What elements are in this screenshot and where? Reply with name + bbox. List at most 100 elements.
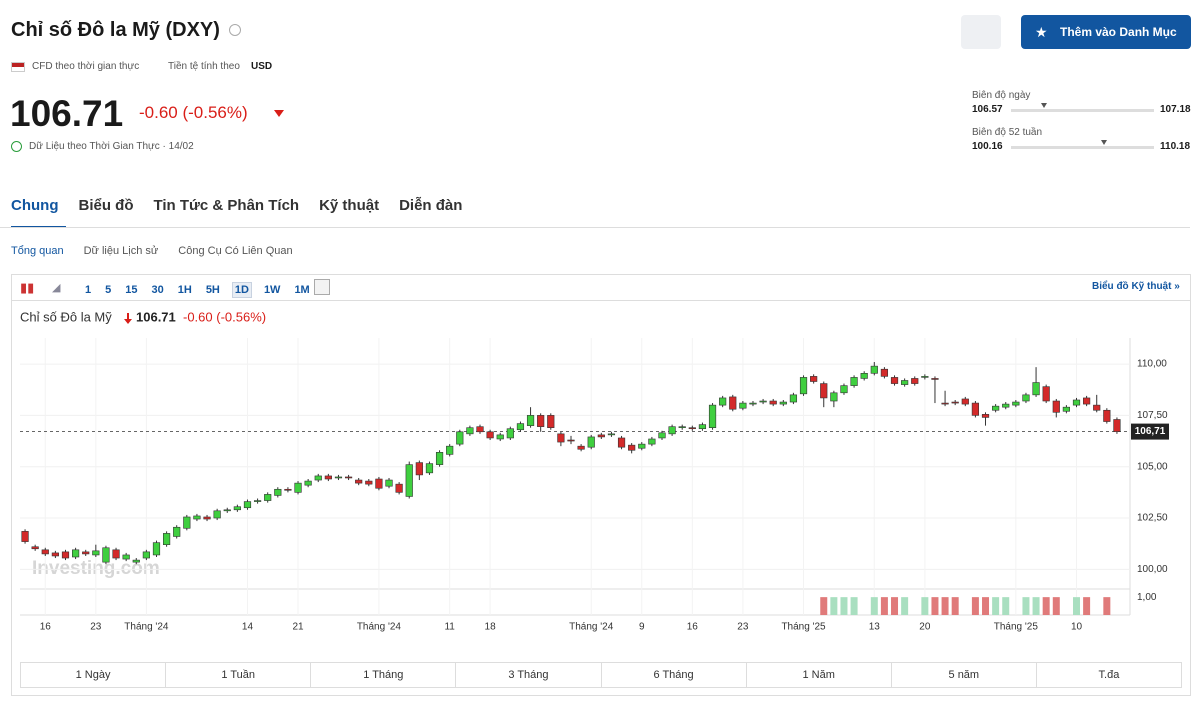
- volume-bar: [870, 597, 878, 615]
- tab[interactable]: Kỹ thuật: [319, 197, 380, 214]
- x-tick-label: 9: [639, 622, 645, 633]
- tab[interactable]: Biểu đồ: [78, 197, 134, 214]
- candle-body: [557, 433, 565, 443]
- candle-body: [102, 547, 110, 563]
- volume-bar: [1052, 597, 1060, 615]
- info-icon[interactable]: [229, 24, 241, 36]
- candle-body: [799, 377, 808, 395]
- candle-body: [850, 377, 858, 386]
- volume-bar: [1042, 597, 1050, 615]
- interval-button[interactable]: 1M: [294, 284, 310, 296]
- candle-body: [961, 398, 969, 405]
- candle-body: [516, 423, 525, 431]
- period-button[interactable]: 5 năm: [892, 663, 1037, 687]
- candle-body: [708, 404, 717, 428]
- candle-body: [203, 516, 211, 520]
- volume-tick-label: 1,00: [1137, 592, 1157, 603]
- candle-body: [1032, 382, 1040, 396]
- period-button[interactable]: 1 Tháng: [311, 663, 457, 687]
- range-high: 107.18: [1160, 104, 1191, 115]
- interval-button[interactable]: 1: [85, 284, 92, 296]
- candle-body: [31, 546, 39, 550]
- subtab[interactable]: Tổng quan: [11, 245, 64, 257]
- tabs: Chung Biểu đồ Tin Tức & Phân Tích Kỹ thuật D…: [11, 197, 482, 215]
- x-tick-label: 16: [40, 622, 52, 633]
- interval-button[interactable]: 30: [151, 284, 164, 296]
- candle-body: [729, 396, 737, 410]
- candle-body: [405, 464, 413, 497]
- candle-body: [466, 427, 474, 435]
- interval-button[interactable]: 5H: [205, 284, 220, 296]
- interval-button[interactable]: 1H: [177, 284, 192, 296]
- candle-body: [456, 431, 464, 445]
- candle-body: [173, 526, 181, 537]
- technical-chart-link[interactable]: Biểu đồ Kỹ thuật »: [1092, 281, 1180, 292]
- candle-body: [415, 462, 423, 476]
- chart-frame: [11, 274, 1191, 696]
- period-button[interactable]: 3 Tháng: [456, 663, 602, 687]
- tab[interactable]: Chung: [11, 197, 59, 214]
- period-button[interactable]: 1 Năm: [747, 663, 892, 687]
- volume-bar: [901, 597, 909, 615]
- add-watchlist-label: Thêm vào Danh Mục: [1060, 25, 1177, 39]
- candle-body: [304, 480, 312, 486]
- candle-body: [324, 475, 332, 480]
- interval-button[interactable]: 5: [105, 284, 112, 296]
- candle-body: [152, 542, 161, 556]
- period-button[interactable]: 6 Tháng: [602, 663, 747, 687]
- x-tick-label: Tháng '24: [569, 622, 614, 633]
- x-tick-label: Tháng '24: [357, 622, 402, 633]
- candle-body: [577, 445, 585, 450]
- x-tick-label: 18: [485, 622, 497, 633]
- candle-body: [314, 475, 322, 481]
- add-watchlist-button[interactable]: ★ Thêm vào Danh Mục: [1021, 15, 1191, 49]
- chart-change: -0.60 (-0.56%): [183, 309, 266, 324]
- candle-body: [334, 476, 343, 479]
- range-bar: [1011, 109, 1154, 112]
- volume-bar: [1002, 597, 1010, 615]
- candle-body: [1072, 399, 1081, 406]
- price-change: -0.60 (-0.56%): [139, 103, 248, 122]
- period-button[interactable]: T.đa: [1098, 669, 1120, 681]
- tab[interactable]: Diễn đàn: [399, 197, 463, 214]
- candle-body: [193, 515, 201, 520]
- candle-body: [496, 434, 504, 440]
- candle-body: [375, 478, 383, 489]
- clock-icon: [11, 141, 22, 152]
- interval-button[interactable]: 1D: [231, 282, 252, 298]
- toolbar-divider: [12, 300, 1190, 301]
- subtab[interactable]: Công Cụ Có Liên Quan: [178, 245, 293, 257]
- candle-body: [112, 549, 120, 559]
- candle-body: [385, 479, 393, 487]
- range-label: Biên độ ngày: [972, 90, 1031, 101]
- interval-button[interactable]: 15: [125, 284, 138, 296]
- candle-body: [992, 405, 1000, 411]
- area-type-button[interactable]: ◢: [52, 282, 61, 294]
- realtime-note: Dữ Liệu theo Thời Gian Thực · 14/02: [29, 141, 194, 152]
- candle-body: [597, 434, 605, 438]
- tab[interactable]: Tin Tức & Phân Tích: [153, 197, 300, 214]
- range-marker: [1101, 140, 1108, 145]
- range-low: 100.16: [972, 141, 1003, 152]
- period-bar: 1 Ngày 1 Tuần 1 Tháng 3 Tháng 6 Tháng 1 Năm 5 …: [20, 662, 1182, 688]
- intervals: 1 5 15 30 1H 5H 1D 1W 1M: [78, 280, 317, 298]
- candle-body: [971, 402, 980, 416]
- period-button[interactable]: 1 Ngày: [21, 663, 167, 687]
- alert-button[interactable]: [961, 15, 1001, 49]
- candle-body: [213, 510, 221, 519]
- candle-body: [1093, 404, 1101, 411]
- tab-divider: [0, 227, 1190, 228]
- candle-type-button[interactable]: ▮▮: [20, 280, 35, 295]
- cfd-label[interactable]: CFD theo thời gian thực: [32, 61, 140, 72]
- y-tick-label: 102,50: [1137, 513, 1168, 524]
- range-bar: [1011, 146, 1154, 149]
- candle-body: [547, 415, 555, 428]
- candle-body: [779, 401, 787, 405]
- candle-body: [61, 551, 70, 559]
- instrument-title: Chỉ số Đô la Mỹ (DXY): [11, 19, 220, 41]
- interval-button[interactable]: 1W: [263, 284, 281, 296]
- period-button[interactable]: 1 Tuần: [166, 663, 312, 687]
- volume-bar: [891, 597, 899, 615]
- indicator-button[interactable]: [314, 279, 330, 295]
- subtab[interactable]: Dữ liệu Lịch sử: [83, 245, 159, 257]
